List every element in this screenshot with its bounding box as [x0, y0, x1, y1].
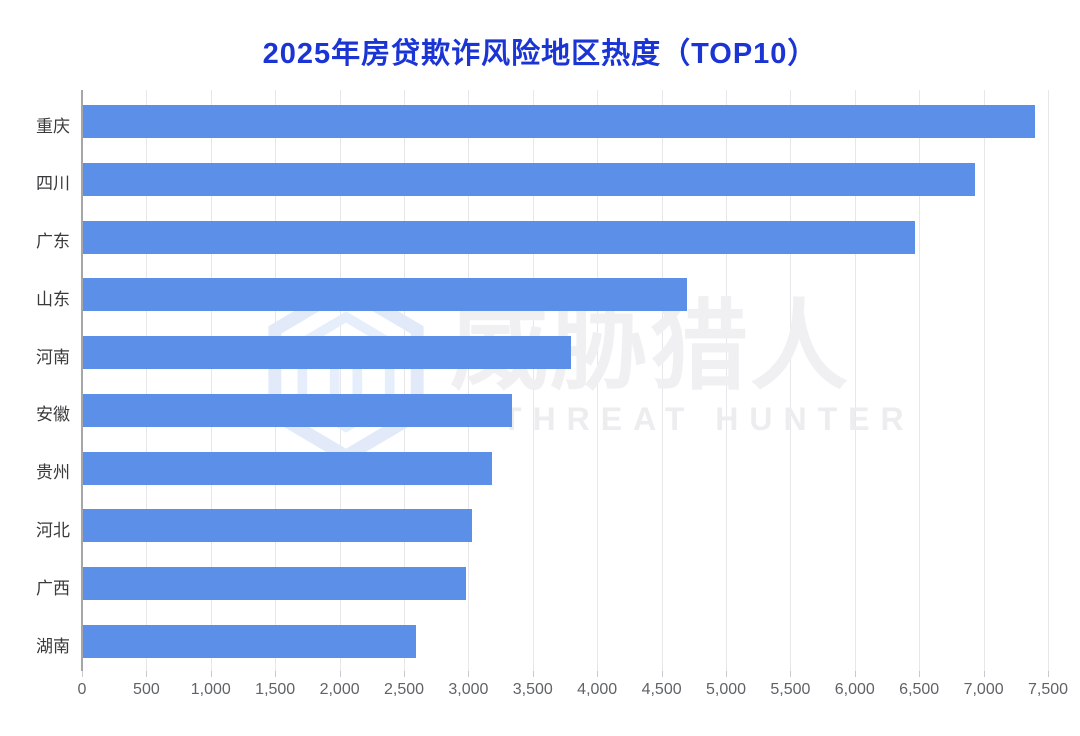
category-label: 山东 — [36, 289, 70, 309]
category-label: 重庆 — [36, 116, 70, 136]
x-tick-label: 5,500 — [770, 681, 811, 698]
x-tick-mark — [854, 671, 856, 677]
bar-4 — [83, 278, 688, 312]
x-tick-label: 3,500 — [512, 681, 553, 698]
bar-1 — [83, 105, 1036, 138]
category-label: 安徽 — [36, 405, 70, 425]
gridline — [532, 90, 534, 671]
x-tick-mark — [82, 671, 83, 677]
gridline — [468, 90, 470, 671]
x-tick-mark — [597, 671, 599, 677]
x-tick-label: 3,000 — [448, 681, 489, 698]
x-tick-mark — [661, 671, 663, 677]
x-tick-mark — [919, 671, 921, 677]
bar-8 — [83, 509, 473, 543]
gridline — [597, 90, 599, 671]
bar-6 — [83, 393, 513, 427]
gridline — [146, 90, 148, 671]
bar-7 — [83, 451, 492, 485]
category-label: 河北 — [36, 520, 70, 540]
x-tick-mark — [468, 671, 470, 677]
gridline — [1048, 90, 1049, 671]
x-tick-mark — [210, 671, 212, 677]
bar-5 — [83, 336, 572, 370]
x-tick-label: 1,000 — [190, 681, 231, 698]
x-tick-label: 4,500 — [641, 681, 682, 698]
category-label: 广东 — [36, 232, 70, 252]
x-tick-label: 7,500 — [1027, 681, 1069, 698]
x-tick-label: 2,500 — [383, 681, 425, 698]
x-tick-label: 5,000 — [705, 681, 747, 698]
x-tick-label: 2,000 — [319, 681, 360, 698]
category-label: 贵州 — [36, 463, 70, 483]
y-axis-line — [81, 90, 83, 671]
x-tick-mark — [790, 671, 792, 677]
x-tick-label: 0 — [77, 681, 87, 698]
x-tick-label: 6,000 — [834, 681, 875, 698]
x-tick-label: 4,000 — [577, 681, 618, 698]
gridline — [661, 90, 663, 671]
x-tick-mark — [532, 671, 534, 677]
gridline — [210, 90, 212, 671]
category-label: 四川 — [36, 174, 70, 194]
gridline — [726, 90, 727, 671]
x-tick-label: 1,500 — [255, 681, 296, 698]
watermark-en-text: THREAT HUNTER — [502, 401, 915, 437]
category-label: 广西 — [36, 578, 70, 598]
x-tick-label: 7,000 — [963, 681, 1004, 698]
bar-3 — [83, 220, 916, 254]
x-tick-mark — [146, 671, 148, 677]
x-tick-label: 500 — [133, 681, 160, 698]
x-tick-mark — [726, 671, 727, 677]
category-label: 河南 — [36, 347, 70, 367]
gridline — [983, 90, 985, 671]
chart-title: 2025年房贷欺诈风险地区热度（TOP10） — [262, 38, 818, 70]
gridline — [919, 90, 921, 671]
bar-10 — [83, 625, 416, 659]
bar-9 — [83, 567, 466, 601]
x-tick-mark — [1048, 671, 1049, 677]
bar-2 — [83, 162, 975, 196]
x-tick-mark — [404, 671, 405, 677]
x-tick-label: 6,500 — [899, 681, 940, 698]
x-tick-mark — [339, 671, 341, 677]
x-tick-mark — [983, 671, 985, 677]
gridline — [854, 90, 856, 671]
gridline — [790, 90, 792, 671]
category-label: 湖南 — [36, 636, 70, 656]
x-tick-mark — [275, 671, 277, 677]
